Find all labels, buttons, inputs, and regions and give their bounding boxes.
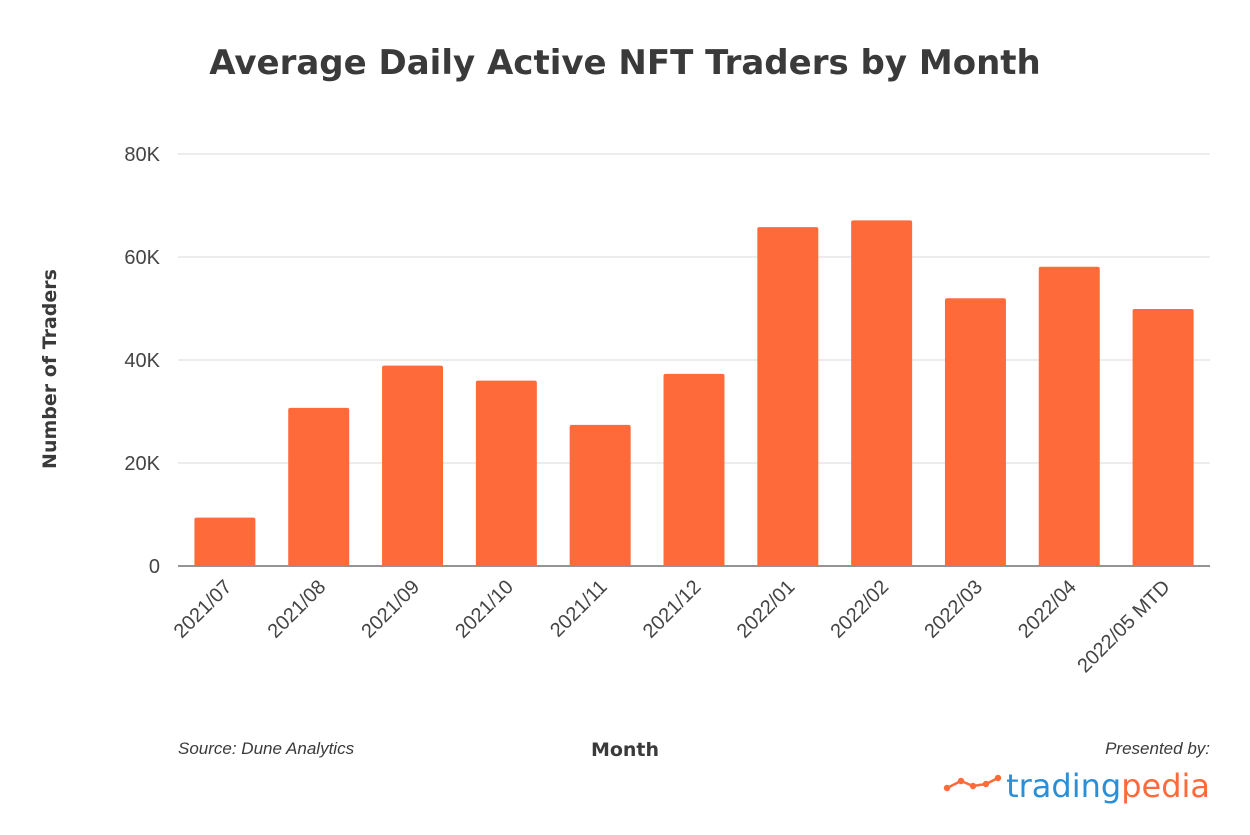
x-tick-label: 2022/03	[920, 576, 987, 643]
x-tick-label: 2022/05 MTD	[1073, 576, 1174, 677]
brand-name-trading: trading	[1006, 767, 1121, 805]
bar-2022-04	[1038, 266, 1100, 566]
bar-2021-09	[382, 365, 444, 566]
y-tick-label: 0	[149, 556, 160, 578]
bar-2022-02	[851, 220, 913, 566]
x-axis-label: Month	[591, 739, 659, 761]
y-axis-ticks: 0 20K 40K 60K 80K	[124, 144, 160, 578]
brand-name-pedia: pedia	[1121, 767, 1210, 805]
x-axis-ticks: 2021/07 2021/08 2021/09 2021/10 2021/11 2021/…	[170, 576, 1175, 677]
x-tick-label: 2022/01	[733, 576, 800, 643]
x-tick-label: 2021/10	[451, 576, 518, 643]
bar-2022-03	[944, 298, 1006, 566]
brand-logo[interactable]: tradingpedia	[1006, 767, 1210, 805]
x-tick-label: 2021/09	[357, 576, 424, 643]
bar-2022-01	[757, 227, 819, 566]
x-tick-label: 2021/12	[639, 576, 706, 643]
presented-by-label: Presented by:	[1105, 739, 1210, 758]
x-tick-label: 2021/08	[264, 576, 331, 643]
bar-2021-08	[288, 407, 350, 566]
y-tick-label: 20K	[124, 453, 160, 475]
y-axis-label: Number of Traders	[39, 269, 61, 469]
x-tick-label: 2022/04	[1014, 576, 1081, 643]
bar-2021-10	[475, 380, 537, 566]
x-tick-label: 2021/11	[546, 576, 612, 642]
source-note: Source: Dune Analytics	[178, 739, 355, 758]
chart-title: Average Daily Active NFT Traders by Mont…	[209, 43, 1041, 83]
line-chart-icon	[943, 774, 1002, 792]
bar-2021-07	[194, 517, 256, 566]
x-tick-label: 2021/07	[170, 576, 237, 643]
y-tick-label: 80K	[124, 144, 160, 166]
bars	[194, 220, 1194, 566]
y-tick-label: 40K	[124, 350, 160, 372]
bar-2021-11	[569, 424, 631, 566]
bar-2022-05-mtd	[1132, 309, 1194, 566]
bar-2021-12	[663, 373, 725, 566]
x-tick-label: 2022/02	[826, 576, 893, 643]
y-tick-label: 60K	[124, 247, 160, 269]
